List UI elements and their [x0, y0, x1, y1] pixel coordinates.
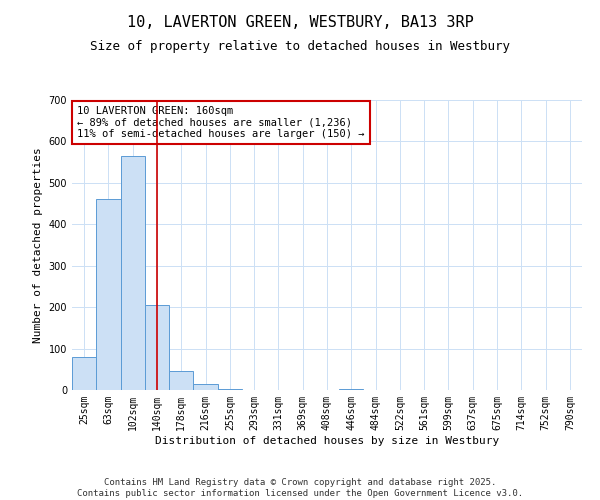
Bar: [96, 200, 121, 390]
X-axis label: Distribution of detached houses by size in Westbury: Distribution of detached houses by size …: [155, 436, 499, 446]
Text: 10, LAVERTON GREEN, WESTBURY, BA13 3RP: 10, LAVERTON GREEN, WESTBURY, BA13 3RP: [127, 15, 473, 30]
Bar: [72, 357, 96, 390]
Bar: [145, 305, 169, 390]
Bar: [169, 372, 193, 390]
Bar: [193, 384, 218, 390]
Y-axis label: Number of detached properties: Number of detached properties: [33, 147, 43, 343]
Text: Contains HM Land Registry data © Crown copyright and database right 2025.
Contai: Contains HM Land Registry data © Crown c…: [77, 478, 523, 498]
Text: Size of property relative to detached houses in Westbury: Size of property relative to detached ho…: [90, 40, 510, 53]
Bar: [218, 389, 242, 390]
Text: 10 LAVERTON GREEN: 160sqm
← 89% of detached houses are smaller (1,236)
11% of se: 10 LAVERTON GREEN: 160sqm ← 89% of detac…: [77, 106, 365, 139]
Bar: [339, 389, 364, 390]
Bar: [121, 156, 145, 390]
